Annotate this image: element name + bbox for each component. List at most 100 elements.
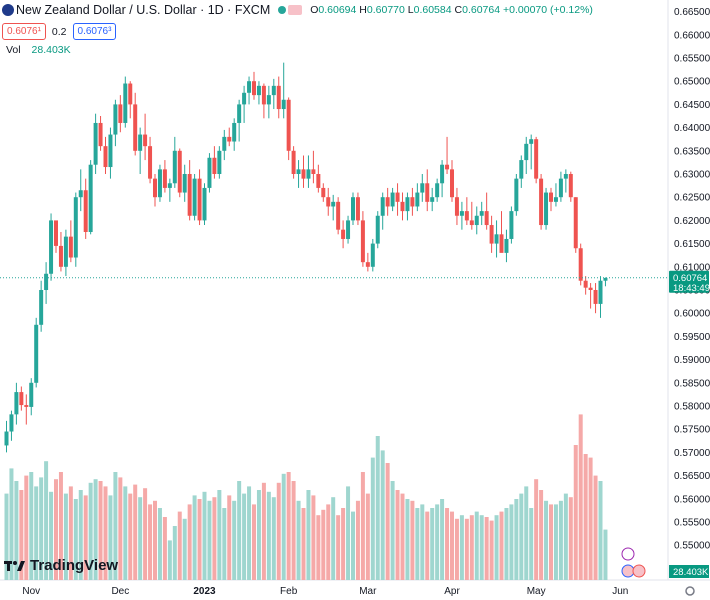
y-tick-label: 0.56500 [674,471,710,482]
candle-body [123,83,128,123]
tradingview-icon [4,560,25,571]
candle-body [217,150,222,174]
volume-bar [202,491,207,580]
candle-body [4,431,9,446]
nz-event-icon [632,564,646,578]
volume-bar [578,414,583,580]
volume-bar [232,500,237,580]
candle-body [58,245,63,267]
legend-header: New Zealand Dollar / U.S. Dollar · 1D · … [0,0,593,20]
y-tick-label: 0.64000 [674,123,710,134]
candle-body [360,220,365,263]
candle-body [390,192,395,207]
candle-body [519,160,524,179]
volume-bar [286,472,291,580]
volume-bar [445,508,450,580]
volume-bar [19,490,24,580]
tradingview-logo[interactable]: TradingView [4,557,118,574]
candle-body [222,136,227,151]
volume-bar [207,500,212,580]
y-tick-label: 0.55000 [674,541,710,552]
volume-bar [311,495,316,580]
volume-bar [182,518,187,580]
volume-bar [113,472,118,580]
candle-body [311,169,316,174]
volume-bar [514,499,519,580]
candle-body [425,183,430,202]
candle-body [499,234,504,253]
candle-body [14,392,19,415]
sell-button[interactable]: 0.6076¹ [2,23,46,40]
y-tick-label: 0.66500 [674,7,710,18]
volume-value: 28.403K [31,44,71,56]
volume-bar [390,481,395,580]
volume-bar [549,504,553,580]
volume-bar [49,491,54,580]
candle-body [113,104,118,135]
y-tick-label: 0.66000 [674,30,710,41]
candle-body [261,85,266,105]
volume-bar [380,450,385,580]
last-price-label: 0.60764 [673,273,707,284]
last-price-tag [669,270,709,293]
x-tick-label: Feb [280,586,298,597]
volume-bar [256,490,261,580]
candle-body [242,92,247,105]
volume-bar [375,436,380,580]
candle-body [271,85,276,96]
candle-body [341,229,346,239]
settings-gear-icon [685,586,695,596]
volume-bar [355,500,360,580]
candle-body [469,220,474,226]
candle-body [563,174,568,179]
candle-body [252,81,256,96]
volume-bar [454,518,459,580]
volume-bar [247,486,252,580]
candle-body [430,197,435,202]
candle-body [544,192,549,226]
candle-body [346,220,351,239]
volume-bar [103,486,108,580]
candle-body [68,236,73,258]
candle-body [237,104,242,123]
x-tick-label: 2023 [193,586,216,597]
volume-bar [128,493,133,580]
candle-body [232,122,237,142]
candle-body [400,201,405,212]
volume-bar [271,497,276,580]
x-tick-label: Apr [444,586,460,597]
volume-bar [78,490,83,580]
volume-bar [494,515,499,580]
candle-body [474,215,479,226]
x-tick-label: Nov [22,586,40,597]
candle-body [489,225,494,244]
candle-body [19,392,24,406]
volume-bar [385,463,390,580]
y-tick-label: 0.60000 [674,309,710,320]
candle-body [593,290,598,304]
candle-body [44,273,49,290]
volume-bar [489,520,494,580]
volume-bar [9,468,14,580]
volume-bar [237,481,242,580]
candle-body [435,183,440,198]
data-source-icon [288,5,303,15]
symbol-title[interactable]: New Zealand Dollar / U.S. Dollar · 1D · … [16,3,271,17]
volume-bar [93,479,98,580]
candle-body [336,201,341,230]
candle-body [578,248,583,281]
volume-bar [553,504,558,580]
volume-bar [296,500,301,580]
volume-bar [484,517,489,580]
y-tick-label: 0.56000 [674,494,710,505]
candle-body [103,146,108,168]
volume-bar [558,500,563,580]
volume-bar [336,515,341,580]
candle-body [509,211,514,239]
status-badges[interactable] [278,5,303,15]
candle-body [88,164,93,232]
volume-bar [242,493,247,580]
candle-body [445,164,450,170]
buy-button[interactable]: 0.6076³ [72,23,117,40]
